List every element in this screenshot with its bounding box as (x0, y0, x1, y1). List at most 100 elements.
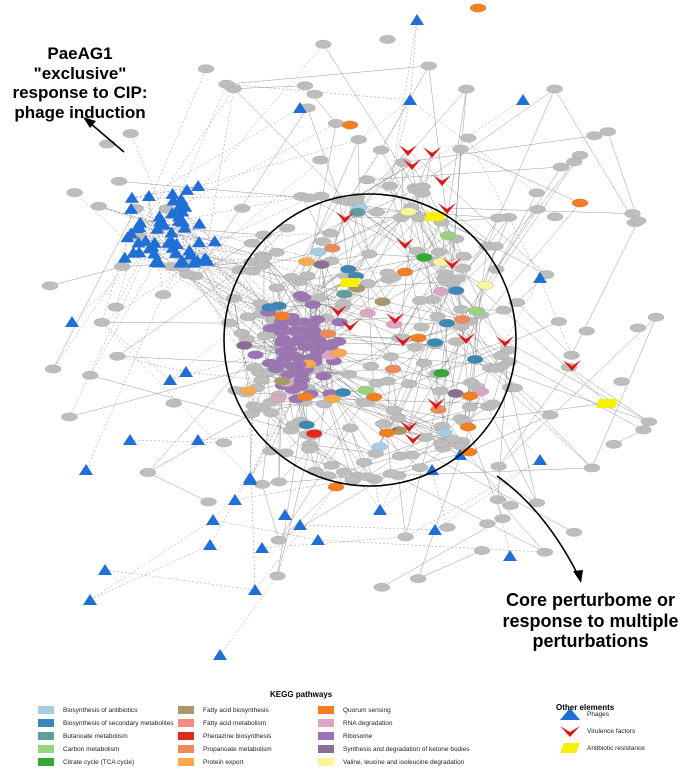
network-edge (498, 364, 573, 467)
gene-node (358, 175, 376, 185)
network-edge (358, 99, 411, 140)
phage-node (403, 94, 417, 105)
gene-node (299, 271, 316, 281)
network-edge (148, 107, 301, 197)
kegg-legend-item: RNA degradation (318, 719, 393, 727)
pathway-node (313, 260, 330, 269)
phage-node (79, 464, 93, 475)
gene-node (430, 247, 448, 257)
network-edge (195, 107, 308, 277)
gene-node (605, 439, 622, 449)
gene-node (312, 155, 329, 165)
network-edge (554, 88, 636, 223)
network-edge (418, 550, 483, 579)
network-edge (487, 217, 509, 247)
gene-node (437, 269, 454, 279)
gene-node (340, 369, 358, 379)
network-edge (367, 166, 562, 181)
gene-node (640, 417, 658, 427)
gene-node (552, 162, 570, 172)
network-edge (431, 469, 448, 528)
ribosome-node (330, 337, 347, 346)
gene-node (479, 519, 496, 529)
yellow-parallelogram-icon (560, 743, 580, 753)
gene-node (528, 188, 545, 198)
kegg-legend-item: Fatty acid biosynthesis (178, 706, 269, 714)
virulence-node (443, 258, 461, 269)
network-edge (509, 387, 538, 503)
phage-node (425, 464, 439, 475)
gene-node (454, 263, 472, 273)
phage-node (410, 14, 424, 25)
network-edge (314, 402, 364, 472)
network-edge (389, 19, 418, 186)
network-edge (299, 281, 368, 314)
network-edge (350, 427, 368, 477)
network-edge (117, 269, 240, 357)
ribosome-node (291, 334, 308, 344)
network-edge (436, 321, 559, 374)
phage-node (124, 191, 139, 203)
other-legend-label: Virulence factors (587, 727, 636, 735)
resistance-node (596, 399, 618, 408)
network-edge (390, 473, 546, 553)
phage-node (83, 594, 97, 605)
network-edge (268, 199, 340, 313)
pathway-node (330, 348, 348, 358)
gene-node (255, 253, 273, 262)
virulence-node (427, 398, 445, 409)
phage-node (165, 207, 180, 219)
quorum-node (396, 267, 414, 277)
network-edge (245, 392, 335, 396)
gene-node (270, 535, 288, 545)
gene-node (379, 35, 396, 44)
gene-node (327, 119, 345, 128)
network-edge (181, 241, 215, 268)
gene-node (461, 402, 479, 412)
network-edge (197, 260, 287, 356)
phage-node (533, 454, 547, 465)
network-edge (369, 253, 425, 258)
pathway-node (310, 247, 327, 257)
pathway-node (349, 207, 366, 217)
network-edge (441, 222, 510, 362)
network-edge (537, 161, 575, 210)
pathway-node (334, 388, 352, 397)
network-edge (406, 151, 433, 214)
phage-node (293, 519, 307, 530)
gene-node (490, 462, 507, 471)
gene-node (487, 364, 505, 373)
network-edge (52, 208, 137, 370)
phage-node (179, 366, 193, 377)
gene-node (335, 299, 352, 308)
gene-node (599, 127, 616, 137)
network-edge (399, 337, 437, 374)
gene-node (495, 305, 512, 315)
pathway-node (466, 355, 484, 364)
kegg-legend-label: Protein export (203, 758, 244, 766)
network-edge (379, 475, 399, 511)
network-edge (464, 402, 608, 423)
kegg-legend-swatch (178, 706, 194, 714)
kegg-legend-swatch (178, 719, 194, 727)
pathway-node (374, 297, 391, 307)
gene-node (296, 81, 314, 91)
virulence-node (496, 336, 514, 347)
kegg-legend-item: Biosynthesis of antibiotics (38, 706, 137, 714)
network-edge (277, 402, 305, 577)
network-edge (607, 131, 639, 221)
network-edge (205, 159, 321, 259)
pathway-node (453, 315, 471, 324)
phage-node (192, 236, 207, 248)
gene-node (268, 248, 285, 257)
gene-node (635, 425, 652, 435)
network-edge (408, 403, 493, 427)
virulence-node (433, 175, 451, 186)
gene-node (563, 350, 580, 360)
phage-node (179, 183, 194, 195)
network-edge (212, 450, 271, 521)
pathway-node (439, 231, 457, 240)
pathway-node (468, 306, 485, 316)
gene-node (301, 444, 318, 454)
gene-node (372, 145, 390, 155)
